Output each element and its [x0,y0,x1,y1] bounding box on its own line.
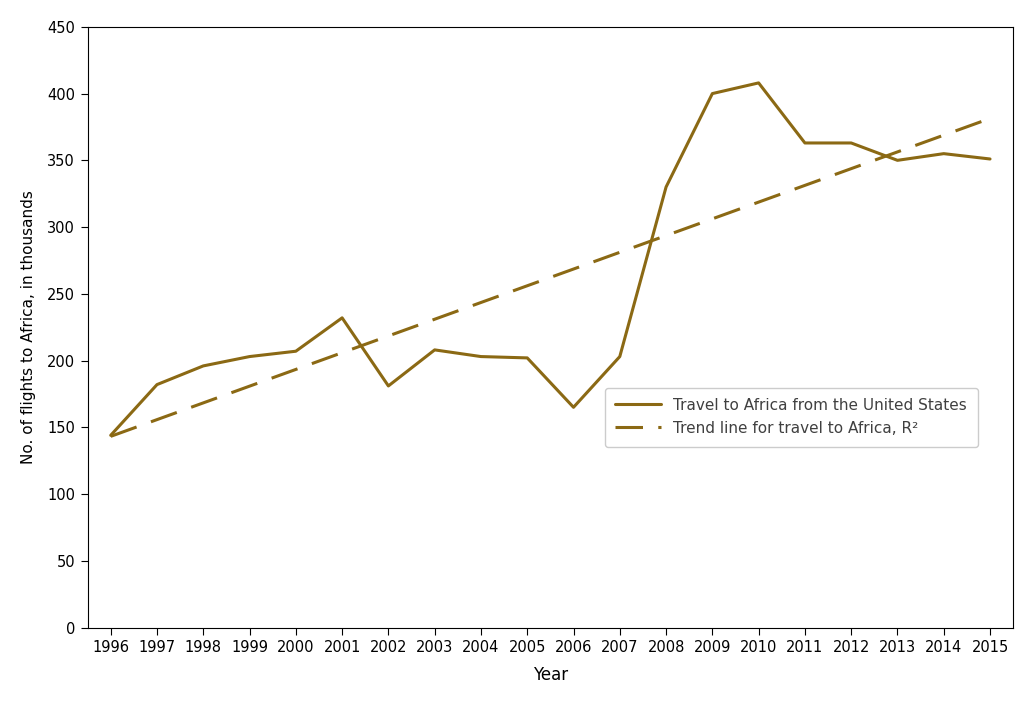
Travel to Africa from the United States [938,149,950,158]
Travel to Africa from the United States [104,431,117,439]
Trend line for travel to Africa, R² [845,164,857,173]
Legend: Travel to Africa from the United States, Trend line for travel to Africa, R²: Travel to Africa from the United States,… [605,388,978,447]
Line: Travel to Africa from the United States: Travel to Africa from the United States [111,83,990,435]
Trend line for travel to Africa, R² [798,181,811,190]
Trend line for travel to Africa, R² [660,231,672,240]
Travel to Africa from the United States [290,347,302,355]
Travel to Africa from the United States [845,139,857,147]
Trend line for travel to Africa, R² [706,214,719,223]
Y-axis label: No. of flights to Africa, in thousands: No. of flights to Africa, in thousands [21,190,36,464]
Trend line for travel to Africa, R² [104,432,117,441]
X-axis label: Year: Year [533,666,568,684]
Trend line for travel to Africa, R² [336,348,348,357]
Travel to Africa from the United States [151,381,163,389]
Trend line for travel to Africa, R² [428,315,440,324]
Travel to Africa from the United States [706,90,719,98]
Trend line for travel to Africa, R² [383,332,395,341]
Trend line for travel to Africa, R² [891,147,904,156]
Travel to Africa from the United States [891,156,904,164]
Trend line for travel to Africa, R² [568,265,580,274]
Trend line for travel to Africa, R² [983,114,996,123]
Trend line for travel to Africa, R² [613,248,626,257]
Line: Trend line for travel to Africa, R²: Trend line for travel to Africa, R² [111,118,990,436]
Travel to Africa from the United States [753,79,765,87]
Trend line for travel to Africa, R² [197,398,210,407]
Travel to Africa from the United States [428,345,440,354]
Trend line for travel to Africa, R² [243,382,255,391]
Trend line for travel to Africa, R² [521,281,534,290]
Trend line for travel to Africa, R² [290,365,302,374]
Travel to Africa from the United States [983,155,996,164]
Travel to Africa from the United States [798,139,811,147]
Travel to Africa from the United States [336,314,348,322]
Travel to Africa from the United States [660,183,672,191]
Travel to Africa from the United States [383,381,395,390]
Trend line for travel to Africa, R² [938,131,950,140]
Travel to Africa from the United States [475,352,487,361]
Travel to Africa from the United States [243,352,255,361]
Travel to Africa from the United States [568,403,580,412]
Travel to Africa from the United States [521,354,534,362]
Travel to Africa from the United States [613,352,626,361]
Travel to Africa from the United States [197,362,210,370]
Trend line for travel to Africa, R² [475,298,487,307]
Trend line for travel to Africa, R² [151,415,163,424]
Trend line for travel to Africa, R² [753,198,765,207]
